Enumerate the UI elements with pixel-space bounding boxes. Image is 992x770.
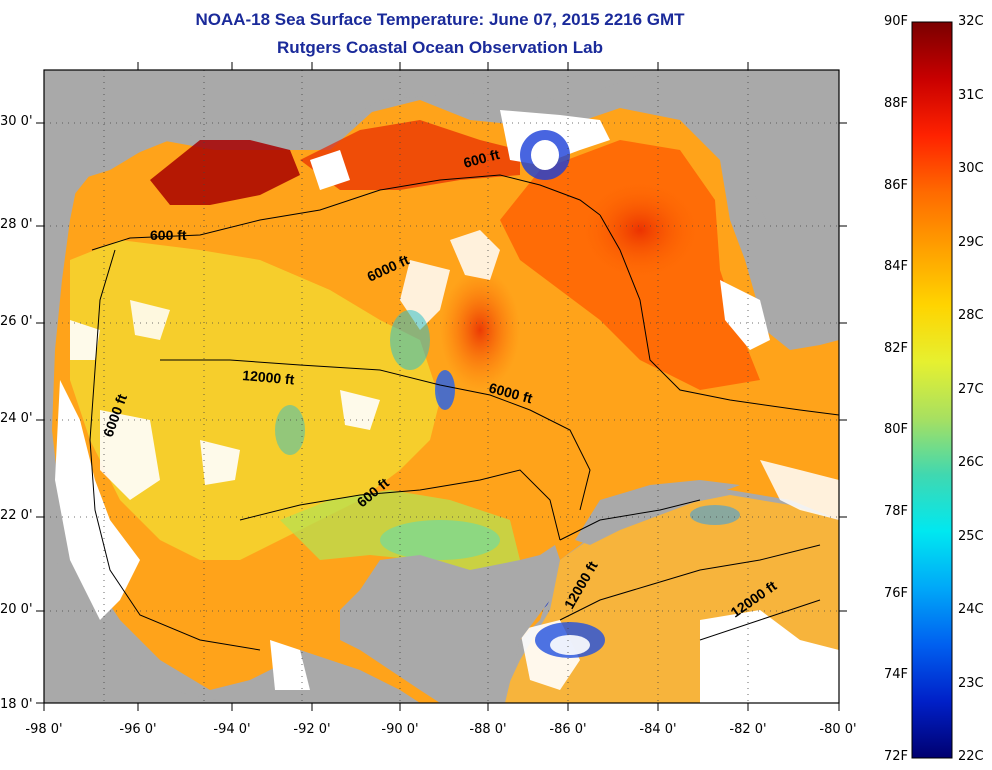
hot-coast-north bbox=[150, 140, 300, 205]
lon-label: -86 0' bbox=[549, 722, 587, 737]
contour-label: 12000 ft bbox=[242, 367, 296, 388]
colorbar-c-label: 24C bbox=[958, 602, 984, 617]
colorbar-c-label: 25C bbox=[958, 529, 984, 544]
colorbar-c-label: 32C bbox=[958, 14, 984, 29]
warm-coast-north bbox=[300, 120, 520, 190]
colorbar-f-label: 72F bbox=[883, 749, 908, 764]
lat-label: 24 0' bbox=[0, 411, 33, 426]
colorbar-f-label: 74F bbox=[883, 667, 908, 682]
lon-label: -98 0' bbox=[25, 722, 63, 737]
colorbar-f-label: 78F bbox=[883, 504, 908, 519]
colorbar-c-label: 22C bbox=[958, 749, 984, 764]
map-subtitle: Rutgers Coastal Ocean Observation Lab bbox=[277, 38, 603, 57]
colorbar-f-label: 88F bbox=[883, 96, 908, 111]
lat-label: 22 0' bbox=[0, 508, 33, 523]
lon-label: -90 0' bbox=[381, 722, 419, 737]
map-title: NOAA-18 Sea Surface Temperature: June 07… bbox=[195, 10, 685, 29]
contour-label: 600 ft bbox=[150, 227, 187, 243]
colorbar bbox=[911, 21, 953, 759]
colorbar-f-label: 80F bbox=[883, 422, 908, 437]
warm-eddy-east bbox=[580, 180, 700, 280]
lon-label: -96 0' bbox=[119, 722, 157, 737]
lat-label: 26 0' bbox=[0, 314, 33, 329]
landmasses bbox=[44, 70, 839, 703]
colorbar-c-label: 30C bbox=[958, 161, 984, 176]
lon-label: -82 0' bbox=[729, 722, 767, 737]
colorbar-c-label: 27C bbox=[958, 382, 984, 397]
lon-label: -88 0' bbox=[469, 722, 507, 737]
graticule bbox=[44, 70, 839, 703]
colorbar-c-label: 29C bbox=[958, 235, 984, 250]
cold-spots bbox=[275, 130, 740, 658]
lat-label: 20 0' bbox=[0, 602, 33, 617]
lon-label: -94 0' bbox=[213, 722, 251, 737]
colorbar-c-label: 23C bbox=[958, 676, 984, 691]
colorbar-f-label: 84F bbox=[883, 259, 908, 274]
colorbar-c-label: 26C bbox=[958, 455, 984, 470]
map-frame bbox=[43, 69, 840, 704]
depth-contours bbox=[89, 174, 839, 651]
colorbar-f-label: 76F bbox=[883, 586, 908, 601]
lat-label: 18 0' bbox=[0, 697, 33, 712]
axis-ticks bbox=[36, 62, 847, 711]
lat-label: 30 0' bbox=[0, 114, 33, 129]
lon-label: -80 0' bbox=[819, 722, 857, 737]
colorbar-f-label: 90F bbox=[883, 14, 908, 29]
colorbar-f-label: 86F bbox=[883, 178, 908, 193]
lon-label: -84 0' bbox=[639, 722, 677, 737]
warm-eddy bbox=[440, 270, 520, 390]
colorbar-c-label: 31C bbox=[958, 88, 984, 103]
colorbar-c-label: 28C bbox=[958, 308, 984, 323]
colorbar-f-label: 82F bbox=[883, 341, 908, 356]
lat-label: 28 0' bbox=[0, 217, 33, 232]
lon-label: -92 0' bbox=[293, 722, 331, 737]
